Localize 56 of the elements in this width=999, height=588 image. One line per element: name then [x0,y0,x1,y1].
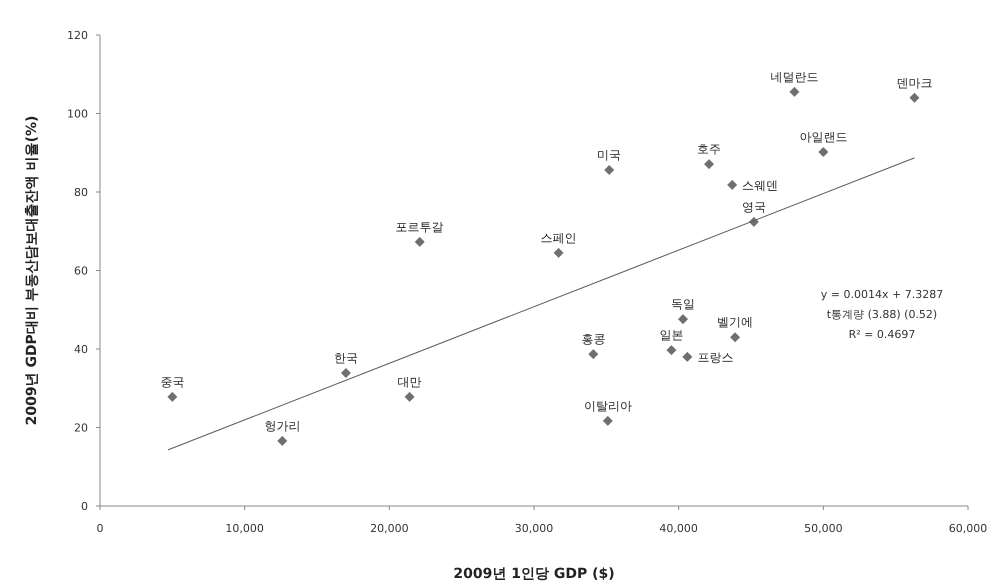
annotation: 아일랜드 [799,130,848,144]
annotation: 호주 [697,142,722,156]
annotation: 덴마크 [896,76,932,90]
y-tick-label: 20 [74,422,88,434]
y-tick-label: 120 [67,29,88,42]
annotation: t통계량 (3.88) (0.52) [826,308,938,321]
y-tick-label: 40 [74,343,88,356]
annotation: 이탈리아 [584,398,632,413]
x-tick-label: 10,000 [225,522,264,535]
annotation: 중국 [160,374,184,389]
annotation: 일본 [659,328,684,342]
point [727,180,738,190]
y-tick-label: 0 [81,500,88,513]
point [909,92,920,103]
annotation: 스웨덴 [742,178,778,192]
annotation: 대만 [398,374,422,389]
y-tick-label: 60 [74,264,88,278]
point [666,345,676,356]
y-axis-title: 2009년 GDP대비 부동산담보대출잔액 비율(%) [24,116,40,426]
y-tick-label: 100 [67,108,88,120]
point [789,86,800,97]
point [167,392,178,402]
point [404,392,415,402]
x-tick-label: 0 [96,522,104,535]
annotation: 프랑스 [697,350,734,364]
point [730,332,740,342]
y-tick-label: 80 [74,186,88,199]
x-tick-label: 30,000 [514,522,554,535]
annotation: 영국 [742,200,766,214]
x-tick-label: 60,000 [948,522,988,535]
annotation: 독일 [671,297,696,312]
annotation: R² = 0.4697 [848,328,916,341]
x-tick-label: 40,000 [659,522,698,535]
annotation: 포르투갈 [396,220,444,234]
point [818,146,828,157]
point [604,165,614,176]
point [602,416,613,426]
annotation: 홍콩 [581,332,606,346]
point [340,368,351,378]
point [678,314,688,324]
annotation: 미국 [597,148,622,162]
annotation: 헝가리 [264,418,300,433]
point [414,236,425,247]
annotation: y = 0.0014x + 7.3287 [820,288,944,301]
point [554,248,564,258]
annotation: 한국 [334,350,358,365]
x-tick-label: 20,000 [370,522,409,535]
x-axis-title: 2009년 1인당 GDP ($) [453,566,615,582]
x-tick-label: 50,000 [804,522,843,535]
point [277,436,288,446]
annotation: 네덜란드 [770,70,818,84]
annotation: 스페인 [540,230,577,245]
annotation: 벨기에 [717,315,754,330]
point [704,159,714,170]
point [682,352,692,362]
point [588,349,598,360]
